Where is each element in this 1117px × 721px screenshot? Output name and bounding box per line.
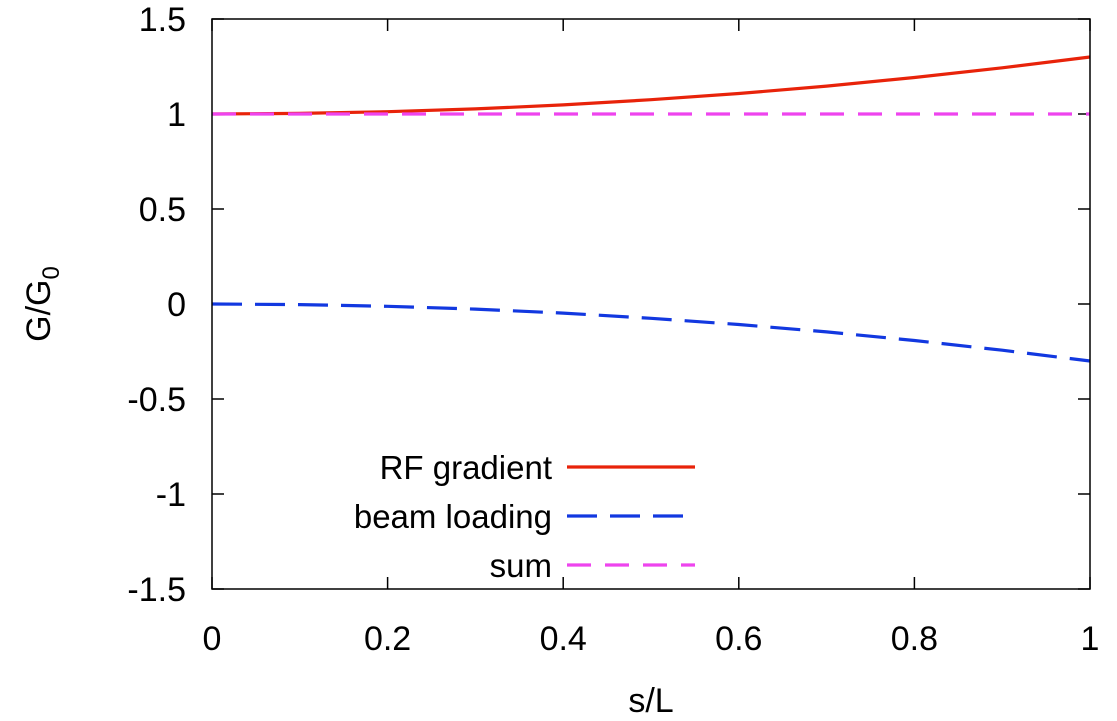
series-lines [211, 55, 1091, 363]
y-axis-title-subscript: 0 [38, 266, 65, 279]
x-tick-labels: 0 0.2 0.4 0.6 0.8 1 [203, 620, 1100, 658]
x-tick-label: 0.8 [891, 620, 938, 658]
y-tick-label: 1.5 [139, 1, 186, 39]
x-tick-label: 1 [1081, 620, 1100, 658]
y-tick-label: -1.5 [127, 571, 186, 609]
y-tick-label: 0.5 [139, 191, 186, 229]
legend-entry-beam-loading: beam loading [354, 498, 695, 535]
x-tick-label: 0.6 [715, 620, 762, 658]
series-line-rf-gradient [211, 55, 1091, 116]
plot-frame [211, 18, 1091, 590]
legend-entry-rf-gradient: RF gradient [380, 449, 695, 486]
legend-label: beam loading [354, 498, 552, 535]
x-axis-title: s/L [628, 682, 673, 720]
x-tick-label: 0.4 [540, 620, 587, 658]
legend-label: sum [490, 547, 552, 584]
legend-label: RF gradient [380, 449, 552, 486]
y-axis-title: G/G0 [20, 266, 65, 342]
y-tick-label: 0 [167, 286, 186, 324]
y-tick-label: 1 [167, 96, 186, 134]
legend: RF gradient beam loading sum [354, 449, 695, 584]
legend-entry-sum: sum [490, 547, 695, 584]
x-tick-label: 0.2 [364, 620, 411, 658]
y-axis-title-base: G/G [20, 280, 58, 342]
y-tick-label: -0.5 [127, 381, 186, 419]
y-tick-label: -1 [156, 476, 186, 514]
x-tick-label: 0 [203, 620, 222, 658]
series-line-beam-loading [211, 302, 1091, 363]
y-tick-labels: -1.5 -1 -0.5 0 0.5 1 1.5 [127, 1, 186, 609]
